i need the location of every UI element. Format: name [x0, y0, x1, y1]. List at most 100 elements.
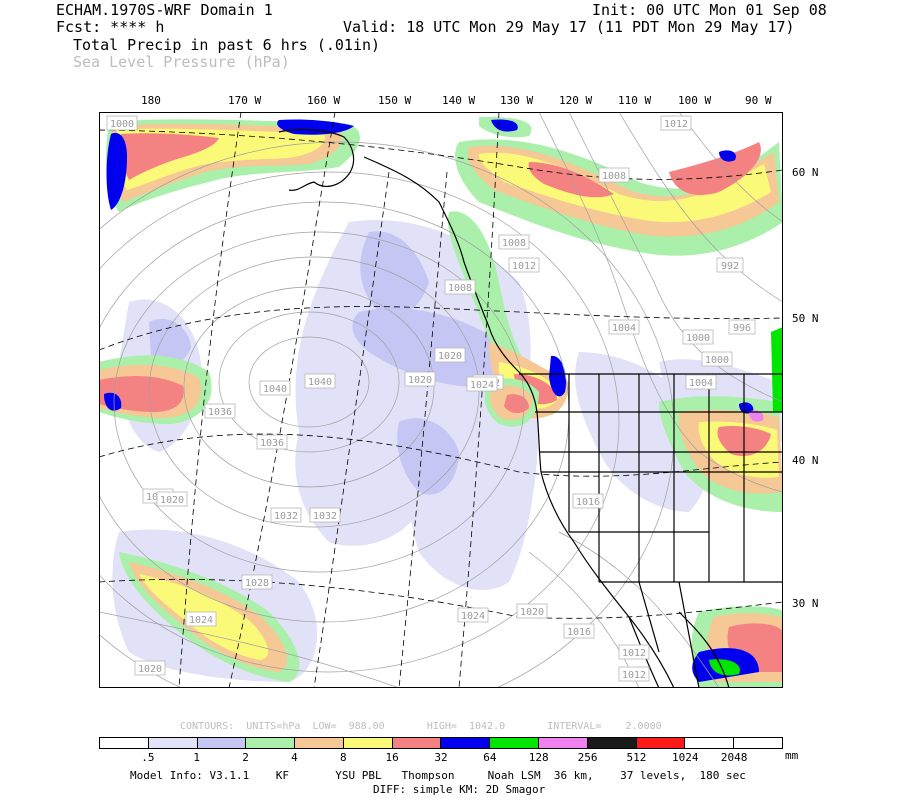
isobar: [218, 311, 400, 453]
contour-label: 1020: [156, 491, 188, 507]
colorbar-swatch: [246, 738, 296, 748]
contour-label: 1020: [404, 371, 436, 387]
precip-region: [104, 392, 122, 411]
contour-label: 1024: [466, 376, 498, 392]
svg-text:1024: 1024: [470, 380, 494, 391]
colorbar-swatch: [587, 738, 637, 748]
contour-label: 1008: [498, 234, 530, 250]
svg-text:996: 996: [733, 323, 751, 334]
precip-region: [739, 402, 754, 414]
contour-label: 1000: [682, 329, 714, 345]
contour-label: 1008: [444, 279, 476, 295]
contour-label: 1032: [270, 507, 302, 523]
precip-shading: [99, 116, 783, 688]
contour-label: 1032: [309, 507, 341, 523]
colorbar-units: mm: [785, 749, 799, 762]
svg-text:1012: 1012: [622, 670, 646, 681]
lon-label-140w: 140 W: [442, 94, 476, 107]
contour-label: 1036: [204, 403, 236, 419]
precip-region: [120, 133, 219, 180]
longitude-line: [228, 112, 336, 688]
svg-text:1008: 1008: [502, 238, 526, 249]
lon-label-130w: 130 W: [500, 94, 534, 107]
contour-label: 1020: [516, 603, 548, 619]
contour-label: 1028: [241, 574, 273, 590]
lon-label-90w: 90 W: [745, 94, 772, 107]
field-slp-title: Sea Level Pressure (hPa): [73, 53, 290, 71]
isobar: [618, 112, 783, 303]
colorbar-label: 64: [483, 751, 497, 764]
colorbar-swatch: [490, 738, 540, 748]
isobar: [558, 531, 720, 688]
model-title: ECHAM.1970S-WRF Domain 1: [56, 1, 273, 19]
contour-label: 1000: [701, 351, 733, 367]
model-info: Model Info: V3.1.1 KF YSU PBL Thompson N…: [130, 769, 746, 782]
contour-label: 1040: [259, 380, 291, 396]
forecast-hour: Fcst: **** h: [56, 18, 165, 36]
colorbar-swatch: [197, 738, 247, 748]
isobar: [538, 112, 783, 493]
precip-region: [277, 119, 354, 135]
contour-label: 992: [716, 257, 744, 273]
colorbar-swatch: [100, 738, 149, 748]
lon-label-180: 180: [141, 94, 161, 107]
colorbar-label: 4: [291, 751, 298, 764]
colorbar-swatch: [441, 738, 491, 748]
isobar: [148, 256, 480, 528]
colorbar-swatch: [734, 738, 782, 748]
colorbar-label: .5: [141, 751, 155, 764]
contour-label: 1024: [185, 611, 217, 627]
precip-region: [719, 150, 736, 162]
valid-time: Valid: 18 UTC Mon 29 May 17 (11 PDT Mon …: [343, 18, 795, 36]
precip-region: [749, 410, 764, 422]
colorbar-swatch: [343, 738, 393, 748]
contour-label: 1012: [618, 644, 650, 660]
svg-text:1024: 1024: [461, 611, 485, 622]
colorbar-label: 256: [577, 751, 598, 764]
svg-text:1000: 1000: [705, 355, 729, 366]
precip-region: [771, 327, 783, 412]
svg-text:1020: 1020: [160, 495, 184, 506]
contour-label: 996: [728, 319, 756, 335]
precip-region: [669, 142, 761, 196]
precip-region: [549, 355, 567, 397]
precip-map: 1000 1012 1008 1008 1012 1008 992 996 10…: [99, 112, 783, 688]
coastline-pacific-nw: [363, 156, 675, 688]
isobar: [248, 336, 370, 428]
latitude-line: [99, 433, 783, 477]
isobar: [183, 286, 435, 488]
svg-text:1024: 1024: [189, 615, 213, 626]
colorbar-label: 512: [626, 751, 647, 764]
longitude-line: [178, 112, 242, 688]
state-borders: [519, 373, 783, 688]
svg-text:1004: 1004: [612, 323, 636, 334]
svg-text:1012: 1012: [512, 261, 536, 272]
svg-text:1000: 1000: [110, 119, 134, 130]
longitude-line: [313, 171, 390, 688]
colorbar-swatch: [685, 738, 735, 748]
colorbar-label: 2048: [720, 751, 748, 764]
colorbar-swatch: [148, 738, 198, 748]
latitude-line: [99, 578, 783, 619]
contour-label: 1036: [256, 434, 288, 450]
svg-text:1004: 1004: [689, 378, 713, 389]
isobar: [99, 611, 400, 688]
contour-label: 1012: [508, 257, 540, 273]
svg-text:1020: 1020: [438, 351, 462, 362]
colorbar-label: 8: [339, 751, 347, 764]
precip-region: [491, 119, 518, 132]
svg-text:1016: 1016: [567, 627, 591, 638]
precip-region: [709, 659, 740, 676]
colorbar-label: 16: [385, 751, 399, 764]
colorbar-swatch: [392, 738, 442, 748]
precip-region: [448, 211, 562, 416]
contour-labels: 1000 1012 1008 1008 1012 1008 992 996 10…: [106, 115, 756, 682]
svg-text:1028: 1028: [245, 578, 269, 589]
lon-label-170w: 170 W: [228, 94, 262, 107]
init-time: Init: 00 UTC Mon 01 Sep 08: [592, 1, 827, 19]
lon-label-120w: 120 W: [559, 94, 593, 107]
svg-text:1012: 1012: [622, 648, 646, 659]
contour-label: 1024: [457, 607, 489, 623]
colorbar-label: 128: [528, 751, 549, 764]
lon-label-100w: 100 W: [678, 94, 712, 107]
